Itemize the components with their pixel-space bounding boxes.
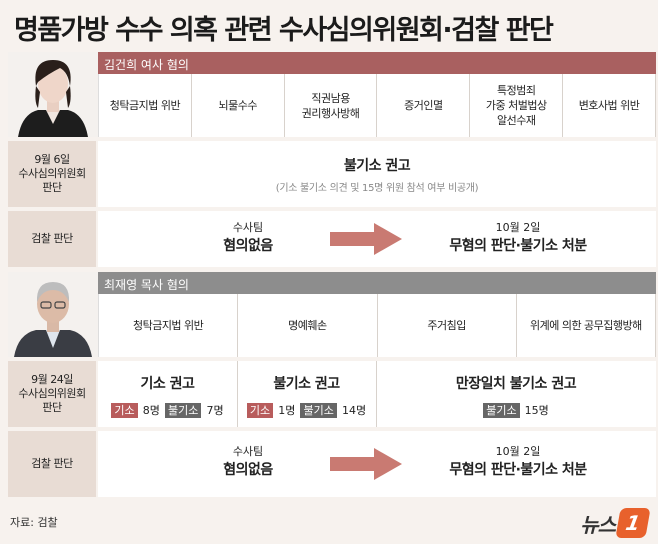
committee-note: (기소 불기소 의견 및 15명 위원 참석 여부 비공개) bbox=[275, 183, 479, 194]
result-title: 기소 권고 bbox=[140, 376, 195, 392]
charges-choi: 청탁금지법 위반 명예훼손 주거침입 위계에 의한 공무집행방해 bbox=[98, 294, 656, 357]
charge-item: 명예훼손 bbox=[238, 294, 378, 357]
result-title: 불기소 권고 bbox=[273, 376, 340, 392]
prosecution-result-kim: 수사팀 혐의없음 10월 2일 무혐의 판단·불기소 처분 bbox=[98, 211, 656, 267]
result-group-3: 만장일치 불기소 권고 불기소 15명 bbox=[376, 373, 656, 418]
prosecution-result-choi: 수사팀 혐의없음 10월 2일 무혐의 판단·불기소 처분 bbox=[98, 431, 656, 497]
vote-tag: 불기소 bbox=[164, 403, 202, 418]
team-label: 수사팀 bbox=[232, 445, 264, 458]
prosecution-label-choi: 검찰 판단 bbox=[8, 431, 96, 497]
team-label: 수사팀 bbox=[232, 221, 264, 234]
charge-item: 직권남용 권리행사방해 bbox=[284, 74, 378, 137]
logo-text: 뉴스 bbox=[580, 512, 616, 537]
section-header-kim: 김건희 여사 혐의 bbox=[98, 52, 656, 74]
vote-count: 15명 bbox=[524, 404, 549, 417]
final-decision: 무혐의 판단·불기소 처분 bbox=[449, 238, 587, 254]
charge-item: 위계에 의한 공무집행방해 bbox=[516, 294, 656, 357]
charge-item: 특정범죄 가중 처벌법상 알선수재 bbox=[470, 74, 564, 137]
vote-tag: 기소 bbox=[246, 403, 274, 418]
prosecution-label-kim: 검찰 판단 bbox=[8, 211, 96, 267]
charge-item: 청탁금지법 위반 bbox=[99, 294, 239, 357]
committee-date-choi: 9월 24일 수사심의위원회 판단 bbox=[8, 361, 96, 427]
arrow-icon bbox=[330, 223, 402, 255]
portrait-kim bbox=[8, 52, 98, 137]
vote-tags: 불기소 15명 bbox=[376, 399, 656, 418]
vote-tags: 기소 1명 불기소 14명 bbox=[237, 399, 376, 418]
charge-item: 주거침입 bbox=[377, 294, 517, 357]
vote-count: 7명 bbox=[206, 404, 224, 417]
vote-tags: 기소 8명 불기소 7명 bbox=[98, 399, 237, 418]
vote-count: 14명 bbox=[341, 404, 367, 417]
arrow-icon bbox=[330, 448, 402, 480]
committee-results-choi: 기소 권고 기소 8명 불기소 7명 불기소 권고 기소 1명 불기소 14명 … bbox=[98, 361, 656, 427]
committee-date-kim: 9월 6일 수사심의위원회 판단 bbox=[8, 141, 96, 207]
charge-item: 뇌물수수 bbox=[191, 74, 285, 137]
final-date: 10월 2일 bbox=[495, 445, 541, 458]
charge-item: 증거인멸 bbox=[377, 74, 471, 137]
logo-mark-icon: 1 bbox=[615, 508, 651, 538]
team-result: 혐의없음 bbox=[223, 238, 273, 254]
charge-item: 청탁금지법 위반 bbox=[99, 74, 192, 137]
divider bbox=[237, 361, 238, 427]
committee-result-kim: 불기소 권고 (기소 불기소 의견 및 15명 위원 참석 여부 비공개) bbox=[98, 141, 656, 207]
charges-kim: 청탁금지법 위반 뇌물수수 직권남용 권리행사방해 증거인멸 특정범죄 가중 처… bbox=[98, 74, 656, 137]
source-note: 자료: 검찰 bbox=[10, 516, 58, 529]
page-title: 명품가방 수수 의혹 관련 수사심의위원회·검찰 판단 bbox=[14, 15, 554, 46]
final-date: 10월 2일 bbox=[495, 221, 541, 234]
vote-count: 8명 bbox=[142, 404, 160, 417]
result-group-2: 불기소 권고 기소 1명 불기소 14명 bbox=[237, 373, 376, 418]
team-result: 혐의없음 bbox=[223, 462, 273, 478]
vote-tag: 불기소 bbox=[483, 403, 520, 418]
divider bbox=[376, 361, 377, 427]
vote-count: 1명 bbox=[278, 404, 296, 417]
news1-logo: 뉴스 1 bbox=[580, 508, 651, 538]
portrait-choi bbox=[8, 272, 98, 357]
committee-result-text: 불기소 권고 bbox=[343, 158, 411, 174]
vote-tag: 기소 bbox=[111, 403, 138, 418]
result-group-1: 기소 권고 기소 8명 불기소 7명 bbox=[98, 373, 237, 418]
charge-item: 변호사법 위반 bbox=[563, 74, 656, 137]
vote-tag: 불기소 bbox=[300, 403, 337, 418]
result-title: 만장일치 불기소 권고 bbox=[455, 376, 577, 392]
section-header-choi: 최재영 목사 혐의 bbox=[98, 272, 656, 294]
final-decision: 무혐의 판단·불기소 처분 bbox=[449, 462, 587, 478]
